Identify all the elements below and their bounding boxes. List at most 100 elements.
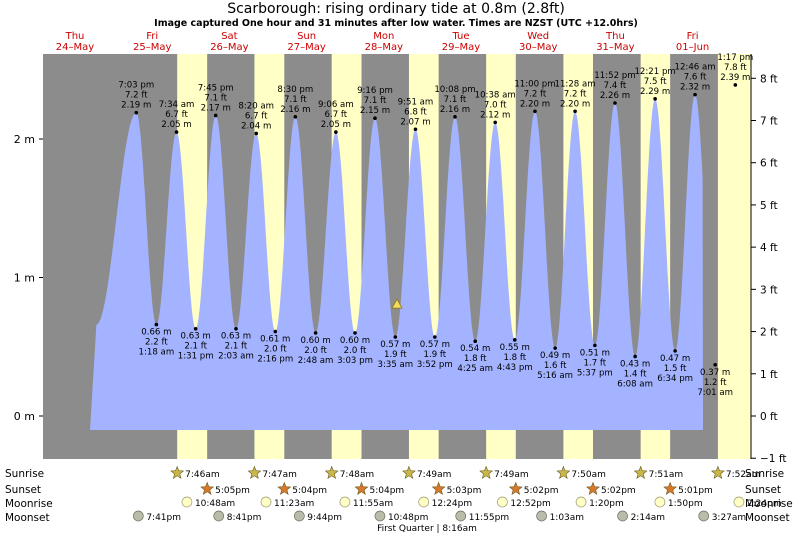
tide-label: 7.5 ft: [644, 77, 667, 87]
sunrise-time: 7:46am: [185, 470, 220, 480]
tide-label: 7.1 ft: [204, 93, 227, 103]
tide-point: [373, 116, 377, 121]
tide-point: [353, 331, 357, 335]
day-date: 30–May: [519, 42, 557, 53]
moonset-time: 1:03am: [550, 513, 585, 523]
tide-label: 0.54 m: [460, 344, 490, 354]
tide-label: 7:34 am: [159, 100, 195, 110]
tide-label: 0.57 m: [420, 340, 450, 350]
tide-point: [533, 109, 537, 114]
tide-label: 2.2 ft: [145, 338, 168, 348]
tide-label: 2:16 pm: [257, 355, 293, 365]
sunrise-icon: [324, 465, 339, 479]
tide-point: [573, 109, 577, 114]
sunset-time: 5:04pm: [369, 486, 404, 496]
tide-label: 7.1 ft: [364, 96, 387, 106]
sunset-icon: [508, 481, 523, 495]
tide-label: 2.1 ft: [225, 342, 248, 352]
tide-point: [334, 130, 338, 134]
sunrise-icon: [710, 465, 725, 479]
right-tick-label: 1 ft: [760, 369, 778, 381]
tide-label: 11:00 pm: [514, 79, 555, 89]
moonset-icon: [698, 510, 710, 522]
tide-label: 2.29 m: [640, 87, 670, 97]
sunrise-icon: [479, 465, 494, 479]
moonset-icon: [213, 510, 225, 522]
tide-label: 6.7 ft: [165, 110, 188, 120]
tide-label: 1.7 ft: [584, 358, 607, 368]
current-tide-marker: [391, 298, 403, 309]
sunrise-icon: [556, 465, 571, 479]
chart-title: Scarborough: rising ordinary tide at 0.8…: [227, 1, 565, 17]
day-date: 29–May: [442, 42, 480, 53]
moonrise-icon: [339, 496, 351, 508]
right-tick-label: 3 ft: [760, 284, 778, 296]
tide-label: 7.2 ft: [125, 91, 148, 101]
moonset-time: 3:27am: [712, 513, 747, 523]
tide-curve: [90, 94, 703, 430]
moonrise-icon: [181, 496, 193, 508]
tide-area: [90, 94, 703, 430]
sunset-time: 5:04pm: [292, 486, 327, 496]
moonrise-icon: [575, 496, 587, 508]
tide-point: [254, 131, 259, 136]
sunset-icon: [663, 481, 678, 495]
tide-label: 0.60 m: [300, 336, 330, 346]
tide-label: 2.0 ft: [304, 346, 327, 356]
tide-label: 2.26 m: [600, 91, 630, 101]
sunrise-time: 7:47am: [262, 470, 297, 480]
tide-label: 2.04 m: [241, 121, 271, 131]
sunset-time: 5:01pm: [678, 486, 713, 496]
sunrise-time: 7:49am: [494, 470, 529, 480]
tide-label: 1:17 pm: [717, 53, 753, 63]
tide-label: 1.4 ft: [624, 369, 647, 379]
tide-label: 6:08 am: [617, 379, 653, 389]
tide-label: 2:03 am: [218, 352, 254, 362]
day-name: Sat: [221, 31, 237, 42]
day-date: 24–May: [56, 42, 94, 53]
tide-label: 6.7 ft: [325, 110, 348, 120]
sunset-icon: [586, 481, 600, 495]
tide-label: 7.1 ft: [284, 95, 307, 105]
sunset-icon: [200, 481, 215, 495]
tide-label: 7:45 pm: [198, 83, 234, 93]
tide-point: [713, 362, 717, 367]
tide-point: [213, 113, 218, 118]
left-tick-label: 0 m: [14, 410, 35, 423]
tide-label: 2.12 m: [480, 110, 510, 120]
right-tick-label: 8 ft: [760, 73, 778, 85]
tide-point: [693, 92, 697, 97]
sunset-row-label: Sunset: [5, 484, 41, 496]
tide-label: 1.8 ft: [503, 353, 526, 363]
tide-label: 8:20 am: [238, 101, 274, 111]
right-tick-label: 7 ft: [760, 115, 778, 127]
tide-label: 12:46 am: [674, 63, 715, 73]
tide-label: 9:16 pm: [357, 86, 393, 96]
tide-label: 0.37 m: [700, 368, 730, 378]
sunset-time: 5:05pm: [215, 486, 250, 496]
sunset-icon: [354, 481, 369, 495]
sunset-row-label-right: Sunset: [745, 484, 781, 496]
tide-point: [134, 110, 139, 115]
tide-label: 12:21 pm: [634, 67, 675, 77]
tide-label: 1:18 am: [139, 348, 175, 358]
left-tick-label: 2 m: [14, 133, 35, 146]
day-date: 25–May: [133, 42, 171, 53]
day-headers: Thu24–MayFri25–MaySat26–MaySun27–MayMon2…: [56, 31, 709, 53]
tide-label: 7.8 ft: [724, 63, 747, 73]
right-tick-label: 0 ft: [760, 411, 778, 423]
tide-label: 2.0 ft: [344, 346, 367, 356]
right-tick-label: 2 ft: [760, 327, 778, 339]
tide-label: 2.20 m: [520, 99, 550, 109]
tide-label: 0.66 m: [141, 328, 171, 338]
moonrise-time: 12:52pm: [510, 499, 550, 509]
tide-label: 2.07 m: [400, 117, 430, 127]
day-name: Fri: [146, 31, 158, 42]
tide-point: [433, 335, 437, 339]
sunrise-time: 7:50am: [571, 470, 606, 480]
moonrise-time: 11:23am: [274, 499, 314, 509]
tide-label: 7:03 pm: [118, 81, 154, 91]
tide-label: 7.2 ft: [524, 89, 547, 99]
tide-label: 0.47 m: [660, 354, 690, 364]
